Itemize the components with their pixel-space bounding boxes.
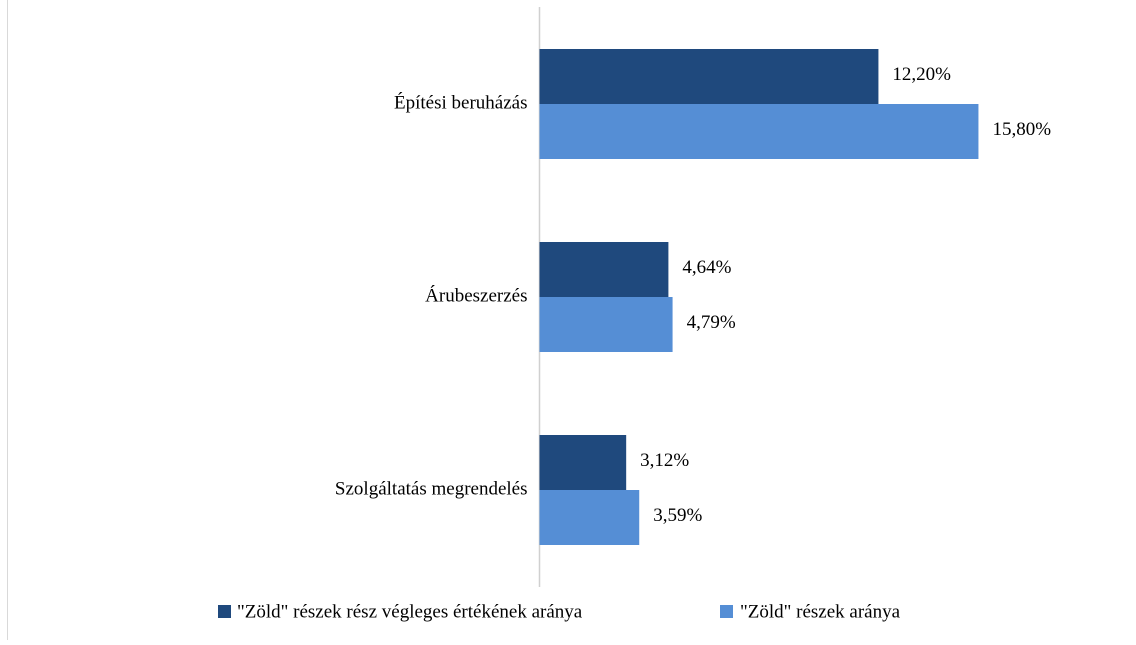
data-label: 3,59% — [653, 505, 702, 526]
bar — [539, 242, 669, 297]
bar — [539, 49, 879, 104]
bar — [539, 104, 979, 159]
legend-label: "Zöld" részek aránya — [740, 601, 901, 622]
y-tick-label: Szolgáltatás megrendelés — [335, 478, 528, 499]
data-label: 15,80% — [992, 119, 1051, 140]
legend-swatch — [218, 605, 231, 618]
legend-label: "Zöld" részek rész végleges értékének ar… — [237, 601, 583, 622]
data-label: 4,79% — [687, 312, 736, 333]
data-label: 12,20% — [892, 64, 951, 85]
y-tick-label: Építési beruházás — [394, 91, 527, 113]
bar — [539, 490, 640, 545]
y-tick-label: Árubeszerzés — [425, 284, 527, 306]
bar — [539, 297, 673, 352]
bar — [539, 435, 627, 490]
data-label: 4,64% — [682, 257, 731, 278]
legend-swatch — [720, 605, 733, 618]
data-label: 3,12% — [640, 450, 689, 471]
